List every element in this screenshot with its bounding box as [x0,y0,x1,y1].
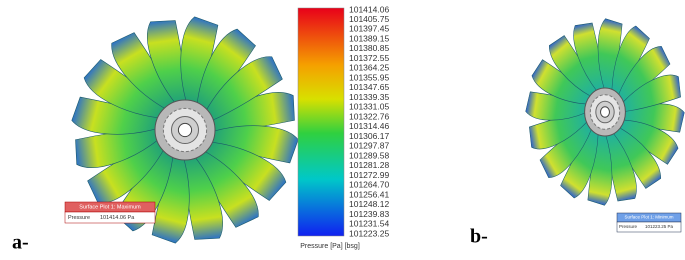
probe-name: Pressure [68,215,90,221]
bore [601,107,610,118]
fan-b [525,18,685,206]
colorbar-label: 101347.65 [349,82,389,92]
colorbar-label: 101223.25 [349,228,389,238]
colorbar [298,8,344,236]
colorbar-label: 101264.70 [349,180,389,190]
colorbar-labels: 101414.06101405.75101397.45101389.151013… [349,4,389,238]
probe-value: 101223.25 Pa [645,224,674,229]
colorbar-label: 101364.25 [349,63,389,73]
colorbar-label: 101414.06 [349,4,389,14]
colorbar-label: 101231.54 [349,219,389,229]
colorbar-label: 101389.15 [349,33,389,43]
probe-a: Surface Plot 1: Maximum Pressure 101414.… [65,202,155,223]
colorbar-label: 101405.75 [349,14,389,24]
colorbar-title: Pressure [Pa] [bsg] [300,243,360,250]
colorbar-label: 101372.55 [349,53,389,63]
colorbar-label: 101256.41 [349,189,389,199]
colorbar-label: 101239.83 [349,209,389,219]
colorbar-label: 101272.99 [349,170,389,180]
colorbar-label: 101380.85 [349,43,389,53]
colorbar-label: 101397.45 [349,24,389,34]
colorbar-label: 101281.28 [349,160,389,170]
colorbar-label: 101331.05 [349,102,389,112]
probe-b: Surface Plot 1: Minimum Pressure 101223.… [617,213,681,232]
probe-value: 101414.06 Pa [100,215,135,221]
probe-title: Surface Plot 1: Minimum [624,215,673,220]
panel-label: a- [12,232,29,254]
figure: 101414.06101405.75101397.45101389.151013… [0,0,685,255]
probe-name: Pressure [619,224,638,229]
colorbar-label: 101289.58 [349,150,389,160]
bore [178,123,191,136]
panel-label: b- [470,226,488,248]
probe-title: Surface Plot 1: Maximum [79,204,141,210]
colorbar-label: 101355.95 [349,72,389,82]
colorbar-label: 101306.17 [349,131,389,141]
colorbar-label: 101322.76 [349,111,389,121]
colorbar-label: 101314.46 [349,121,389,131]
colorbar-label: 101339.35 [349,92,389,102]
colorbar-label: 101248.12 [349,199,389,209]
colorbar-label: 101297.87 [349,141,389,151]
